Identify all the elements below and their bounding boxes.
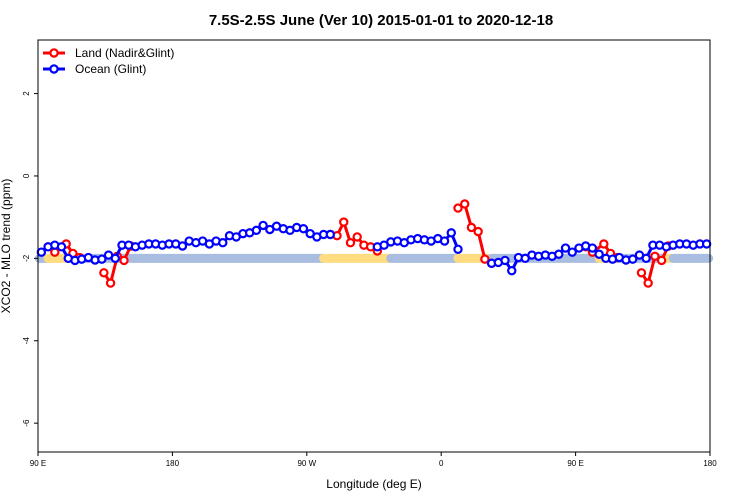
- ocean-data-point: [325, 229, 336, 240]
- land-data-point: [345, 238, 356, 248]
- ocean-data-point: [110, 253, 120, 264]
- ocean-data-point: [56, 242, 67, 252]
- y-axis: 2 0 -2 -4 -6: [22, 91, 38, 427]
- legend-land-marker: [49, 48, 59, 58]
- ocean-data-point: [177, 241, 188, 251]
- legend: Land (Nadir&Glint) Ocean (Glint): [43, 46, 174, 76]
- land-data-point: [643, 278, 653, 288]
- y-axis-label: XCO2 - MLO trend (ppm): [0, 179, 13, 314]
- ocean-data-point: [554, 249, 564, 259]
- legend-ocean-label: Ocean (Glint): [75, 62, 146, 76]
- ocean-data-point: [298, 223, 309, 234]
- ocean-data-point: [36, 247, 47, 257]
- ocean-data-point: [587, 243, 598, 253]
- x-tick-label: 90 E: [30, 459, 46, 468]
- x-tick-label: 90 E: [567, 459, 583, 468]
- x-tick-label: 180: [703, 459, 717, 468]
- land-data-point: [599, 239, 609, 249]
- y-tick-label: 0: [22, 173, 31, 178]
- ocean-data-point: [446, 228, 456, 238]
- chart-title: 7.5S-2.5S June (Ver 10) 2015-01-01 to 20…: [209, 12, 553, 29]
- ocean-data-point: [251, 225, 262, 236]
- land-data-point: [656, 255, 667, 266]
- ocean-data-point: [258, 220, 268, 231]
- x-tick-label: 180: [166, 459, 180, 468]
- land-data-point: [636, 268, 647, 278]
- ocean-data-point: [453, 244, 463, 254]
- land-data-point: [99, 268, 109, 278]
- y-tick-label: -6: [22, 419, 31, 427]
- ocean-data-point: [641, 253, 651, 264]
- land-data-point: [473, 226, 483, 237]
- land-data-point: [453, 203, 463, 213]
- ocean-data-point: [500, 255, 510, 266]
- land-data-point: [480, 254, 490, 264]
- series-layer: [36, 199, 712, 288]
- ocean-data-point: [560, 243, 571, 253]
- land-data-point: [460, 199, 470, 209]
- plot-frame: [37, 39, 711, 453]
- land-data-point: [339, 217, 349, 227]
- legend-land-label: Land (Nadir&Glint): [75, 46, 174, 60]
- y-tick-label: -2: [22, 254, 31, 262]
- ocean-data-point: [507, 266, 517, 276]
- x-tick-label: 0: [439, 459, 444, 468]
- ocean-data-point: [594, 249, 604, 259]
- ocean-data-point: [628, 254, 638, 264]
- y-tick-label: 2: [22, 91, 31, 96]
- y-tick-label: -4: [22, 337, 31, 345]
- land-data-point: [466, 222, 477, 233]
- ocean-data-point: [567, 247, 577, 257]
- x-tick-label: 90 W: [297, 459, 316, 468]
- land-series-line: [640, 245, 670, 285]
- x-axis-label: Longitude (deg E): [326, 477, 421, 491]
- x-axis: 90 E 180 90 W 0 90 E 180: [30, 452, 717, 468]
- ocean-data-point: [218, 238, 228, 248]
- land-data-point: [352, 232, 362, 242]
- legend-ocean-marker: [49, 64, 59, 74]
- land-data-point: [119, 255, 129, 266]
- ocean-data-point: [97, 254, 107, 264]
- ocean-data-point: [701, 239, 712, 249]
- land-data-point: [105, 278, 116, 288]
- land-data-point: [650, 251, 660, 261]
- ocean-data-point: [439, 236, 450, 246]
